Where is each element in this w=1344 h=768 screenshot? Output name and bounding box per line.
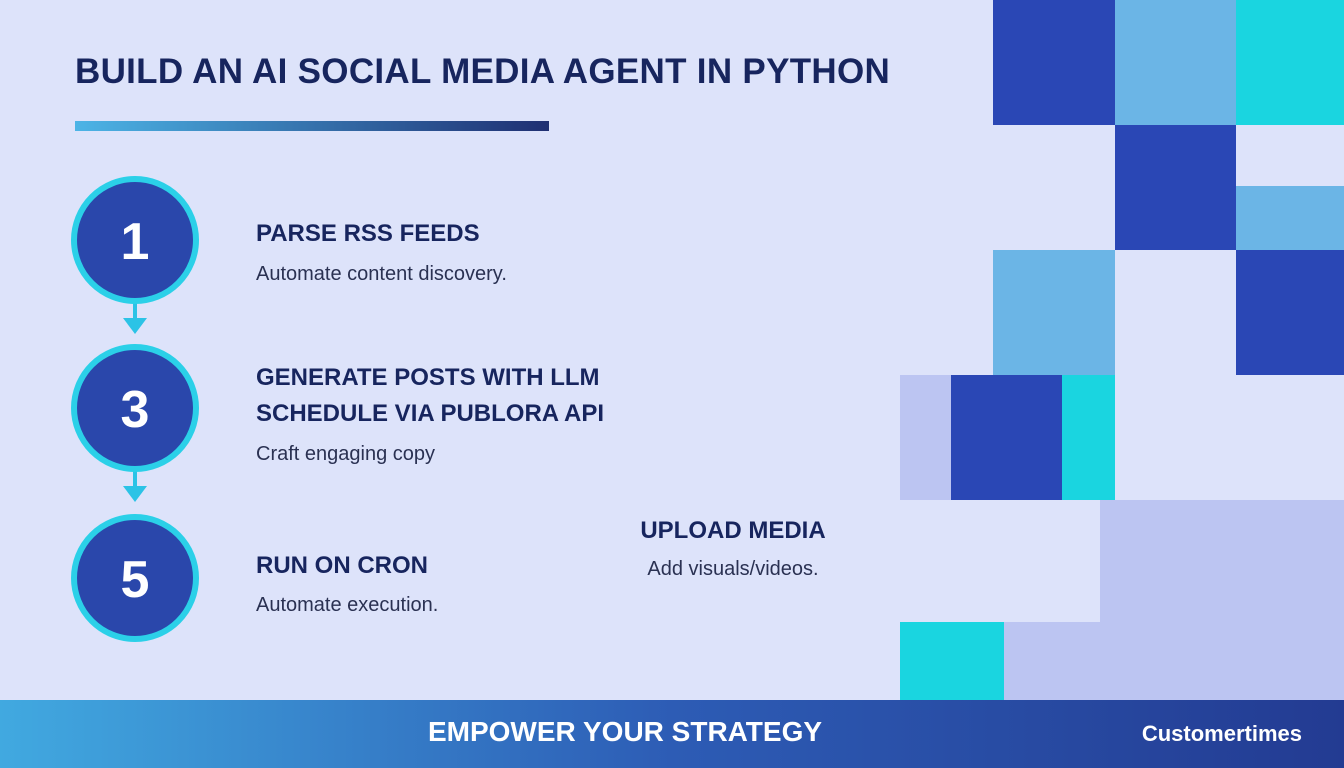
tiles [900,0,1344,700]
step-circle: 1 [71,176,199,304]
title: BUILD AN AI SOCIAL MEDIA AGENT IN PYTHON [75,52,891,91]
step-circle: 3 [71,344,199,472]
step-description: Craft engaging copy [256,443,436,465]
tagline: EMPOWER YOUR STRATEGY [427,716,823,747]
step-number: 3 [121,381,150,439]
step-number: 5 [121,551,150,609]
side-description: Add visuals/videos. [647,558,819,580]
step-description: Automate execution. [256,594,439,616]
side-title: UPLOAD MEDIA [640,517,826,544]
title-underline [75,121,549,131]
step-title: SCHEDULE VIA PUBLORA API [256,400,605,427]
footer: EMPOWER YOUR STRATEGY Customertimes [0,700,1344,768]
connectors [123,302,147,502]
step-title: GENERATE POSTS WITH LLM [256,364,600,391]
step-title: RUN ON CRON [256,552,428,579]
step-description: Automate content discovery. [256,263,507,285]
step-circle: 5 [71,514,199,642]
brand: Customertimes [1141,721,1302,746]
step-number: 1 [121,213,150,271]
step-title: PARSE RSS FEEDS [256,220,480,247]
